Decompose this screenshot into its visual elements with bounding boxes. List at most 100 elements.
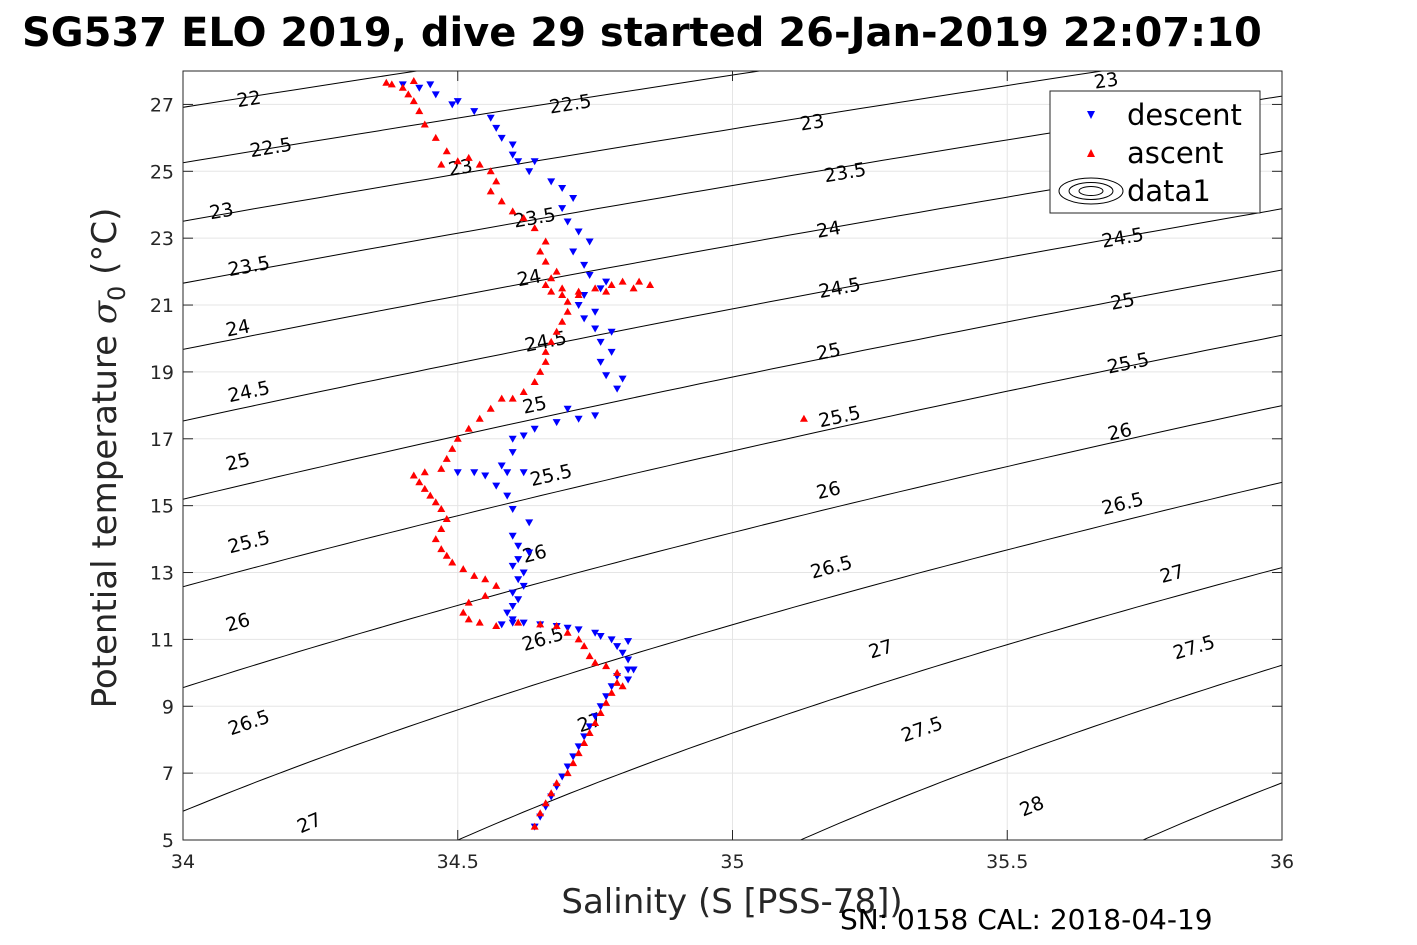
x-tick-label: 34 — [171, 851, 195, 873]
descent-point — [602, 372, 611, 380]
contour-label: 26 — [814, 477, 843, 504]
ascent-point — [569, 759, 578, 767]
x-tick-label: 35 — [720, 851, 744, 873]
legend-ascent-marker — [1087, 149, 1095, 157]
ascent-point — [552, 267, 561, 275]
ascent-point — [470, 571, 479, 579]
ascent-point — [607, 688, 616, 696]
descent-point — [629, 666, 638, 674]
ascent-point — [618, 277, 627, 285]
y-tick-label: 15 — [150, 496, 174, 518]
descent-point — [558, 185, 567, 193]
ascent-point — [420, 468, 429, 476]
isopycnal-line — [799, 664, 1282, 840]
y-tick-label: 27 — [150, 94, 174, 116]
descent-point — [415, 84, 424, 92]
contour-label: 26 — [1106, 419, 1134, 446]
ascent-point — [552, 779, 561, 787]
ascent-point — [541, 237, 550, 245]
ascent-point — [574, 291, 583, 299]
ascent-point — [541, 347, 550, 355]
isopycnal-line — [183, 71, 1106, 222]
ascent-point — [442, 454, 451, 462]
ascent-point — [459, 565, 468, 573]
descent-point — [508, 562, 517, 570]
y-axis-label-unit: (°C) — [85, 208, 125, 286]
ascent-point — [530, 224, 539, 232]
ascent-point — [514, 618, 523, 626]
descent-point — [508, 449, 517, 457]
ascent-point — [536, 247, 545, 255]
ascent-point — [464, 424, 473, 432]
descent-point — [591, 713, 600, 721]
contour-label: 24 — [224, 315, 252, 341]
ascent-point — [596, 708, 605, 716]
descent-point — [503, 469, 512, 477]
contour-label: 25 — [224, 449, 252, 476]
descent-point — [514, 576, 523, 584]
ascent-point — [508, 394, 517, 402]
y-axis-label: Potential temperature σ0 (°C) — [85, 208, 131, 709]
ascent-point — [530, 377, 539, 385]
contour-label: 25 — [521, 392, 549, 419]
descent-point — [574, 228, 583, 236]
ascent-point — [481, 575, 490, 583]
ascent-point — [437, 160, 446, 168]
descent-point — [591, 325, 600, 333]
descent-point — [574, 626, 583, 634]
descent-point — [508, 141, 517, 149]
ascent-point — [613, 678, 622, 686]
descent-point — [580, 733, 589, 741]
x-tick-label: 35.5 — [986, 851, 1028, 873]
ascent-point — [442, 551, 451, 559]
descent-point — [470, 108, 479, 116]
descent-point — [585, 271, 594, 279]
descent-point — [453, 469, 462, 477]
ascent-point — [464, 598, 473, 606]
descent-point — [624, 666, 633, 674]
descent-point — [580, 315, 589, 323]
descent-point — [563, 405, 572, 413]
ascent-point — [646, 280, 655, 288]
descent-point — [596, 338, 605, 346]
descent-point — [530, 158, 539, 166]
ascent-point — [618, 682, 627, 690]
ascent-point — [580, 642, 589, 650]
descent-point — [585, 723, 594, 731]
descent-point — [547, 178, 556, 186]
isopycnal-line — [183, 95, 1282, 284]
ascent-point — [591, 658, 600, 666]
x-tick-label: 36 — [1270, 851, 1294, 873]
descent-point — [552, 419, 561, 427]
ascent-point — [453, 157, 462, 165]
descent-point — [624, 676, 633, 684]
ascent-point — [475, 414, 484, 422]
y-axis-label-main: Potential temperature — [85, 324, 125, 708]
ascent-point — [415, 478, 424, 486]
descent-point — [574, 743, 583, 751]
ascent-point — [437, 464, 446, 472]
contour-label: 25 — [1109, 289, 1137, 315]
y-axis-label-sigma: σ — [85, 300, 125, 324]
ascent-point — [382, 78, 391, 86]
descent-point — [558, 205, 567, 213]
ascent-point — [552, 327, 561, 335]
contour-label: 22 — [235, 87, 262, 112]
contour-label: 23 — [208, 199, 236, 225]
descent-point — [503, 609, 512, 617]
ascent-point — [799, 414, 808, 422]
descent-point — [431, 91, 440, 99]
descent-point — [613, 643, 622, 651]
descent-point — [624, 638, 633, 646]
descent-point — [448, 101, 457, 109]
y-tick-label: 5 — [162, 830, 174, 852]
descent-point — [508, 532, 517, 540]
descent-point — [486, 114, 495, 122]
descent-point — [519, 432, 528, 440]
legend-descent-marker — [1087, 111, 1095, 119]
descent-point — [618, 375, 627, 383]
ascent-point — [585, 729, 594, 737]
descent-point — [525, 519, 534, 527]
legend-data1-label: data1 — [1127, 174, 1211, 208]
